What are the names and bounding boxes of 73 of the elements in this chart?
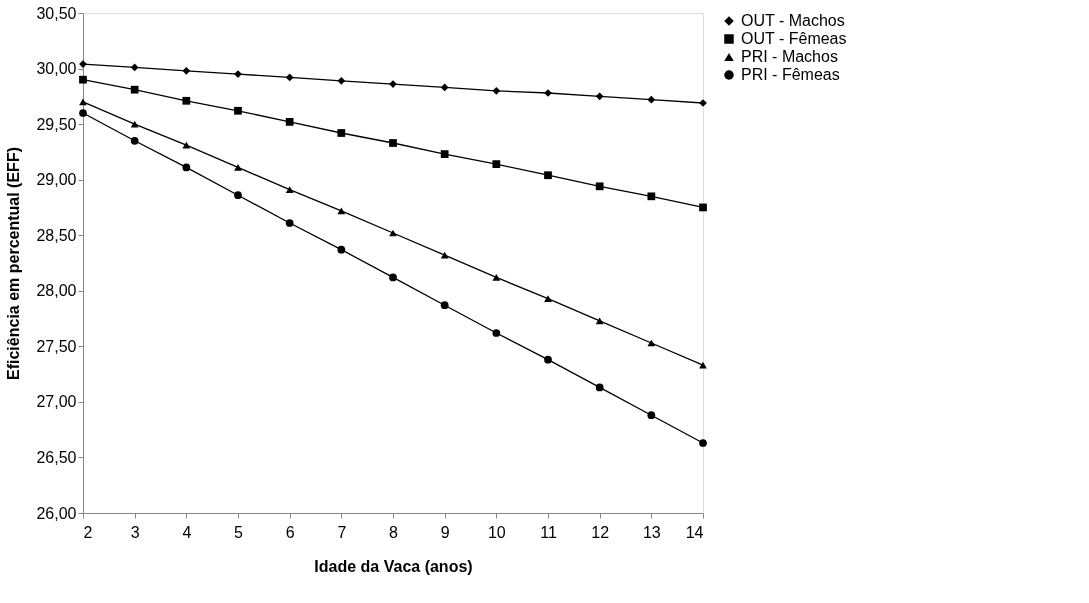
y-tick-label: 27,00 (36, 393, 77, 411)
y-tick-label: 28,00 (36, 282, 77, 300)
point (492, 274, 501, 281)
point (389, 139, 397, 147)
point (440, 83, 449, 92)
x-tick-label: 10 (487, 523, 506, 541)
point (182, 163, 191, 172)
x-tick-label: 4 (182, 523, 192, 541)
point (130, 85, 139, 94)
point (440, 251, 449, 259)
point (130, 63, 139, 72)
y-tick-label: 30,00 (36, 60, 77, 78)
point (79, 75, 87, 84)
point (285, 219, 294, 227)
point (130, 136, 139, 145)
legend-label: PRI - Machos (741, 48, 838, 65)
point (285, 186, 294, 194)
point (544, 295, 552, 302)
point (492, 329, 501, 337)
y-axis-title: Eficiência em percentual (EFF) (5, 147, 23, 380)
y-tick-label: 28,50 (36, 226, 77, 244)
point (595, 383, 604, 392)
point (337, 76, 346, 85)
point (389, 273, 397, 282)
x-tick-label: 11 (540, 523, 557, 541)
y-tick-label: 30,50 (36, 4, 77, 22)
point (182, 96, 191, 105)
point (699, 439, 707, 447)
x-tick-label: 9 (440, 523, 450, 541)
point (544, 171, 552, 180)
point (79, 109, 87, 117)
point (234, 164, 242, 171)
legend-label: PRI - Fêmeas (741, 66, 840, 83)
x-tick-label: 3 (130, 523, 140, 541)
x-tick-label: 7 (337, 523, 347, 541)
point (285, 73, 294, 82)
point (647, 95, 656, 104)
point (595, 92, 604, 101)
point (79, 98, 87, 106)
y-tick-label: 26,00 (36, 504, 77, 522)
point (337, 207, 346, 215)
legend-label: OUT - Fêmeas (741, 30, 847, 47)
point (699, 361, 707, 369)
point (182, 141, 191, 149)
point (544, 355, 552, 364)
point (337, 129, 346, 137)
x-axis-title: Idade da Vaca (anos) (314, 557, 473, 575)
point (440, 150, 449, 158)
x-tick-label: 14 (685, 523, 704, 541)
y-tick-label: 29,50 (36, 115, 77, 133)
point (647, 192, 656, 201)
x-tick-label: 5 (234, 523, 244, 541)
y-tick-label: 27,50 (36, 337, 77, 355)
point (699, 203, 707, 212)
point (595, 317, 604, 325)
point (647, 411, 656, 420)
point (440, 301, 449, 310)
y-tick-label: 26,50 (36, 448, 77, 466)
point (285, 118, 294, 126)
point (337, 245, 346, 254)
point (595, 182, 604, 191)
x-tick-label: 12 (591, 523, 610, 541)
point (492, 86, 501, 95)
x-tick-label: 6 (285, 523, 295, 541)
point (492, 160, 501, 168)
point (234, 106, 242, 115)
x-tick-label: 13 (642, 523, 661, 541)
point (182, 66, 191, 75)
x-tick-label: 8 (389, 523, 399, 541)
point (234, 191, 242, 200)
y-tick-label: 29,00 (36, 171, 77, 189)
legend-label: OUT - Machos (741, 12, 845, 29)
x-tick-label: 2 (83, 523, 93, 541)
